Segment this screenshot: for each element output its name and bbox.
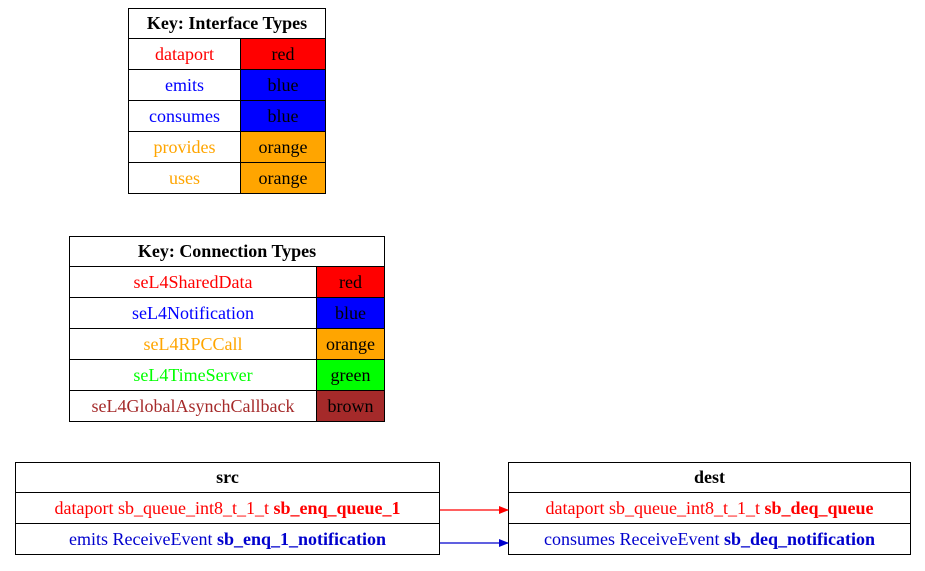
port-sb-deq-notification: consumes ReceiveEvent sb_deq_notificatio… — [508, 523, 911, 555]
interface-types-key: Key: Interface Types dataport red emits … — [128, 8, 326, 194]
connection-key-title: Key: Connection Types — [69, 236, 385, 267]
port-name: sb_enq_1_notification — [216, 528, 386, 549]
interface-key-color-swatch: blue — [240, 100, 326, 132]
interface-key-color-swatch: orange — [240, 131, 326, 163]
connection-key-row-timeserver: seL4TimeServer green — [69, 359, 385, 391]
port-name: sb_enq_queue_1 — [273, 497, 401, 518]
interface-key-row-uses: uses orange — [128, 162, 326, 194]
dest-component: dest dataport sb_queue_int8_t_1_t sb_deq… — [508, 462, 911, 555]
connection-key-name: seL4SharedData — [69, 266, 317, 298]
port-type: emits ReceiveEvent — [69, 528, 213, 549]
interface-key-name: dataport — [128, 38, 241, 70]
port-name: sb_deq_notification — [723, 528, 875, 549]
connection-key-row-rpccall: seL4RPCCall orange — [69, 328, 385, 360]
connection-key-color-swatch: brown — [316, 390, 385, 422]
interface-key-color-swatch: orange — [240, 162, 326, 194]
dest-port-row: consumes ReceiveEvent sb_deq_notificatio… — [508, 523, 911, 555]
port-type: dataport sb_queue_int8_t_1_t — [54, 497, 269, 518]
port-sb-enq-1-notification: emits ReceiveEvent sb_enq_1_notification — [15, 523, 440, 555]
connection-key-name: seL4RPCCall — [69, 328, 317, 360]
interface-key-name: provides — [128, 131, 241, 163]
src-component: src dataport sb_queue_int8_t_1_t sb_enq_… — [15, 462, 440, 555]
interface-key-color-swatch: red — [240, 38, 326, 70]
connection-key-color-swatch: red — [316, 266, 385, 298]
interface-key-row-consumes: consumes blue — [128, 100, 326, 132]
connection-key-row-globalasynchcallback: seL4GlobalAsynchCallback brown — [69, 390, 385, 422]
port-name: sb_deq_queue — [764, 497, 874, 518]
interface-key-row-provides: provides orange — [128, 131, 326, 163]
port-sb-enq-queue-1: dataport sb_queue_int8_t_1_t sb_enq_queu… — [15, 492, 440, 524]
src-port-row: dataport sb_queue_int8_t_1_t sb_enq_queu… — [15, 492, 440, 524]
connection-key-row-shareddata: seL4SharedData red — [69, 266, 385, 298]
connection-types-key: Key: Connection Types seL4SharedData red… — [69, 236, 385, 422]
port-type: consumes ReceiveEvent — [544, 528, 720, 549]
connection-key-color-swatch: orange — [316, 328, 385, 360]
connection-key-color-swatch: green — [316, 359, 385, 391]
port-type: dataport sb_queue_int8_t_1_t — [545, 497, 760, 518]
interface-key-name: uses — [128, 162, 241, 194]
connection-key-name: seL4GlobalAsynchCallback — [69, 390, 317, 422]
connection-key-color-swatch: blue — [316, 297, 385, 329]
interface-key-color-swatch: blue — [240, 69, 326, 101]
interface-key-title: Key: Interface Types — [128, 8, 326, 39]
interface-key-row-dataport: dataport red — [128, 38, 326, 70]
src-port-row: emits ReceiveEvent sb_enq_1_notification — [15, 523, 440, 555]
interface-key-name: consumes — [128, 100, 241, 132]
